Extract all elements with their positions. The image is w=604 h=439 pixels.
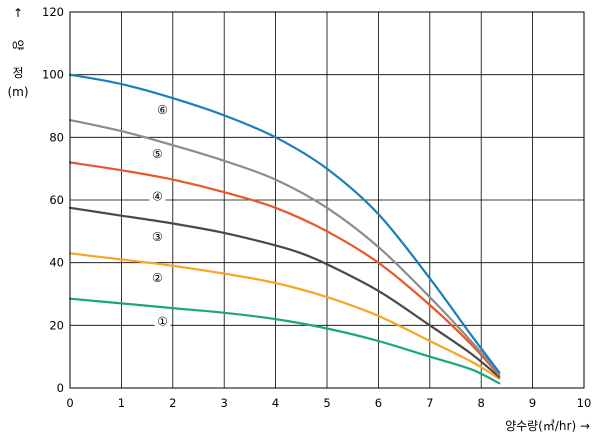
- x-tick-label: 7: [426, 396, 433, 410]
- x-tick-label: 3: [221, 396, 228, 410]
- x-tick-labels: 0 1 2 3 4 5 6 7 8 9 10: [66, 396, 591, 410]
- y-axis-title-char-1: 양: [11, 39, 25, 50]
- series-label-bg: [149, 268, 166, 285]
- x-tick-label: 8: [478, 396, 485, 410]
- y-axis-title-char-2: 정: [12, 66, 23, 80]
- y-tick-label: 20: [49, 318, 64, 332]
- y-axis-arrow: ↑: [13, 6, 23, 20]
- x-tick-label: 9: [529, 396, 536, 410]
- x-axis-title: 양수량(㎥/hr) →: [505, 419, 590, 433]
- series-label-1: ①: [157, 315, 168, 329]
- series-label-3: ③: [152, 230, 163, 244]
- series-label-bg: [149, 228, 166, 245]
- series-label-6: ⑥: [157, 103, 168, 117]
- chart-series: [68, 73, 501, 385]
- series-line-4: [68, 161, 501, 377]
- y-tick-label: 100: [42, 68, 64, 82]
- series-line-2: [68, 252, 501, 380]
- series-label-bg: [154, 101, 171, 118]
- series-line-3: [68, 206, 501, 379]
- series-label-4: ④: [152, 189, 163, 203]
- series-label-2: ②: [152, 271, 163, 285]
- y-tick-label: 80: [49, 130, 64, 144]
- series-line-6: [68, 73, 501, 374]
- x-tick-label: 0: [66, 396, 73, 410]
- x-tick-label: 5: [323, 396, 330, 410]
- series-line-1: [68, 297, 501, 385]
- series-labels: ① ② ③ ④ ⑤ ⑥: [149, 101, 171, 329]
- x-tick-label: 10: [577, 396, 592, 410]
- x-tick-label: 4: [272, 396, 279, 410]
- y-tick-label: 60: [49, 193, 64, 207]
- series-label-bg: [149, 187, 166, 204]
- y-tick-label: 120: [42, 5, 64, 19]
- x-tick-label: 2: [169, 396, 176, 410]
- y-axis-unit: (m): [7, 85, 28, 99]
- chart-grid: [69, 11, 585, 389]
- series-label-5: ⑤: [152, 147, 163, 161]
- x-tick-label: 6: [375, 396, 382, 410]
- series-label-bg: [149, 145, 166, 161]
- plot-frame: [69, 11, 585, 389]
- y-tick-label: 0: [57, 381, 64, 395]
- x-tick-label: 1: [118, 396, 125, 410]
- y-tick-labels: 0 20 40 60 80 100 120: [42, 5, 64, 395]
- y-tick-label: 40: [49, 256, 64, 270]
- series-line-5: [68, 119, 501, 375]
- series-label-bg: [154, 312, 171, 329]
